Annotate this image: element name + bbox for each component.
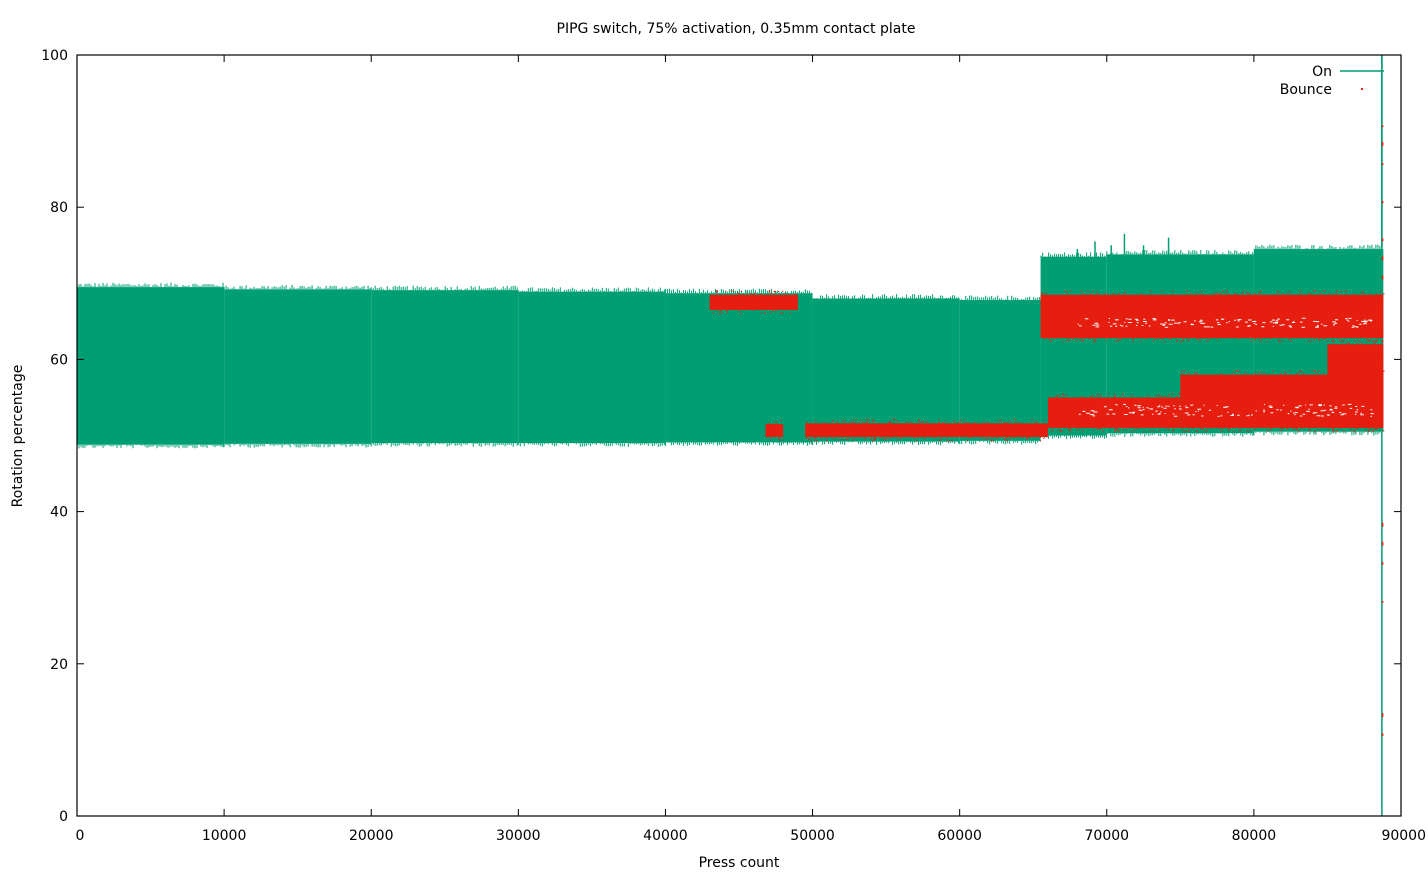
on-band-5 (812, 298, 960, 442)
bounce-gap-texture (1077, 317, 1374, 417)
bounce-cluster-6 (1327, 344, 1384, 428)
on-band-4 (665, 293, 813, 443)
bounce-specks-6 (1327, 339, 1385, 433)
x-tick-label-9: 90000 (1381, 828, 1426, 844)
x-axis-label: Press count (699, 855, 780, 871)
y-tick-label-4: 80 (50, 200, 68, 216)
y-tick-label-1: 20 (50, 657, 68, 673)
bounce-specks-3 (1040, 290, 1385, 343)
bounce-cluster-0 (709, 294, 798, 310)
bounce-specks-1 (768, 419, 785, 441)
on-band-1 (224, 289, 372, 444)
bounce-cluster-1 (765, 424, 784, 438)
on-band-edge-3 (517, 287, 665, 447)
y-tick-label-5: 100 (41, 48, 68, 64)
x-tick-label-5: 50000 (790, 828, 835, 844)
on-band-edge-1 (223, 284, 371, 448)
legend: On Bounce (1280, 64, 1384, 98)
x-tick-label-0: 0 (76, 828, 85, 844)
y-tick-label-2: 40 (50, 505, 68, 521)
x-tick-label-8: 80000 (1232, 828, 1277, 844)
y-tick-label-0: 0 (59, 809, 68, 825)
on-band-edge-8 (1106, 250, 1254, 437)
legend-label-on: On (1312, 64, 1332, 80)
y-tick-label-3: 60 (50, 352, 68, 368)
x-tick-label-4: 40000 (643, 828, 688, 844)
y-tick-labels: 0 20 40 60 80 100 (41, 48, 68, 825)
bounce-cluster-3 (1040, 294, 1384, 339)
x-tick-label-1: 10000 (202, 828, 247, 844)
x-tick-labels: 0 10000 20000 30000 40000 50000 60000 70000 8000… (76, 828, 1426, 844)
plot-frame (76, 54, 1402, 817)
legend-label-bounce: Bounce (1280, 82, 1332, 98)
legend-swatch-bounce (1361, 88, 1363, 90)
on-band-edge-9 (1253, 244, 1383, 436)
on-band-edge-4 (664, 288, 812, 446)
x-tick-label-7: 70000 (1085, 828, 1130, 844)
x-tick-label-3: 30000 (496, 828, 541, 844)
on-band-edge-5 (812, 294, 960, 446)
on-band-6 (959, 300, 1041, 441)
bounce-specks-0 (712, 290, 796, 315)
series-bounce (709, 125, 1385, 737)
bounce-cluster-2 (805, 423, 1048, 438)
bounce-specks-2 (806, 418, 1046, 442)
bounce-cluster-4 (1047, 397, 1181, 428)
on-band-3 (518, 291, 666, 444)
x-tick-label-6: 60000 (937, 828, 982, 844)
axis-ticks (76, 54, 1402, 817)
plot-data (76, 55, 1385, 816)
on-band-2 (371, 290, 519, 444)
y-axis-label: Rotation percentage (10, 365, 26, 508)
chart-title: PIPG switch, 75% activation, 0.35mm cont… (557, 21, 916, 37)
series-on (76, 55, 1384, 816)
x-tick-label-2: 20000 (349, 828, 394, 844)
on-band-0 (77, 287, 225, 445)
on-band-edge-6 (959, 295, 1041, 445)
bounce-specks-4 (1051, 392, 1181, 433)
